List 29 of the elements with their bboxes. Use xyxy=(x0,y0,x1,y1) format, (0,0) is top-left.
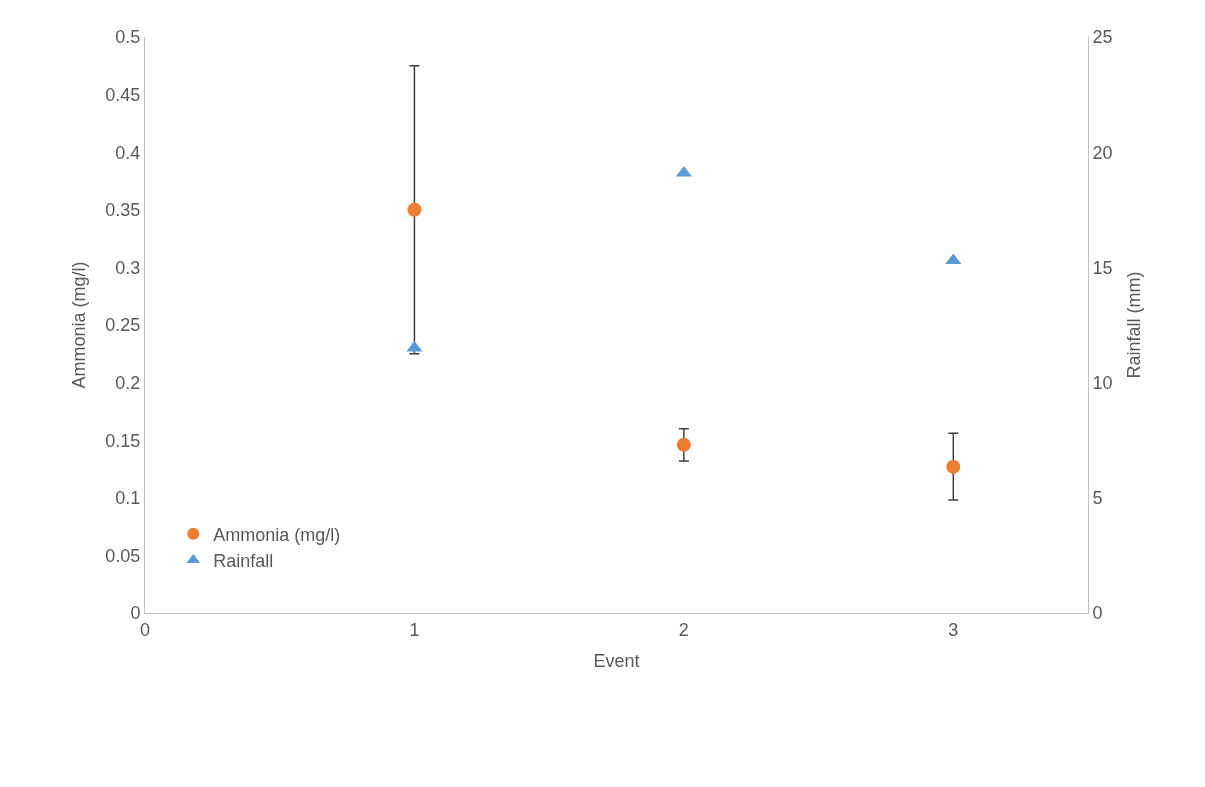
point xyxy=(946,459,961,474)
y-axis-title: Ammonia (mg/l) xyxy=(68,261,89,389)
y-tick-label: 0.25 xyxy=(105,315,141,336)
y2-tick-label: 20 xyxy=(1092,142,1113,163)
legend-label: Ammonia (mg/l) xyxy=(213,524,341,545)
point xyxy=(675,165,692,177)
y-tick-label: 0.2 xyxy=(115,372,141,393)
y-tick-label: 0.05 xyxy=(105,545,141,566)
y2-tick-label: 10 xyxy=(1092,372,1113,393)
y-tick-label: 0.45 xyxy=(105,84,141,105)
y2-tick-label: 5 xyxy=(1092,488,1103,509)
point xyxy=(407,202,422,217)
y-tick-label: 0.3 xyxy=(115,257,141,278)
y2-axis-title: Rainfall (mm) xyxy=(1123,271,1144,379)
y2-tick-label: 0 xyxy=(1092,603,1103,624)
x-tick-label: 3 xyxy=(948,619,959,640)
y-tick-label: 0.35 xyxy=(105,200,141,221)
x-axis-title: Event xyxy=(593,650,640,671)
y-tick-label: 0.4 xyxy=(115,142,141,163)
y2-tick-label: 15 xyxy=(1092,257,1113,278)
legend-label: Rainfall xyxy=(213,551,274,572)
x-tick-label: 1 xyxy=(409,619,420,640)
point xyxy=(676,437,691,452)
y-tick-label: 0.1 xyxy=(115,488,141,509)
y2-tick-label: 25 xyxy=(1092,27,1113,48)
y-tick-label: 0 xyxy=(130,603,141,624)
x-tick-label: 2 xyxy=(678,619,689,640)
y-tick-label: 0.5 xyxy=(115,27,141,48)
y-tick-label: 0.15 xyxy=(105,430,141,451)
